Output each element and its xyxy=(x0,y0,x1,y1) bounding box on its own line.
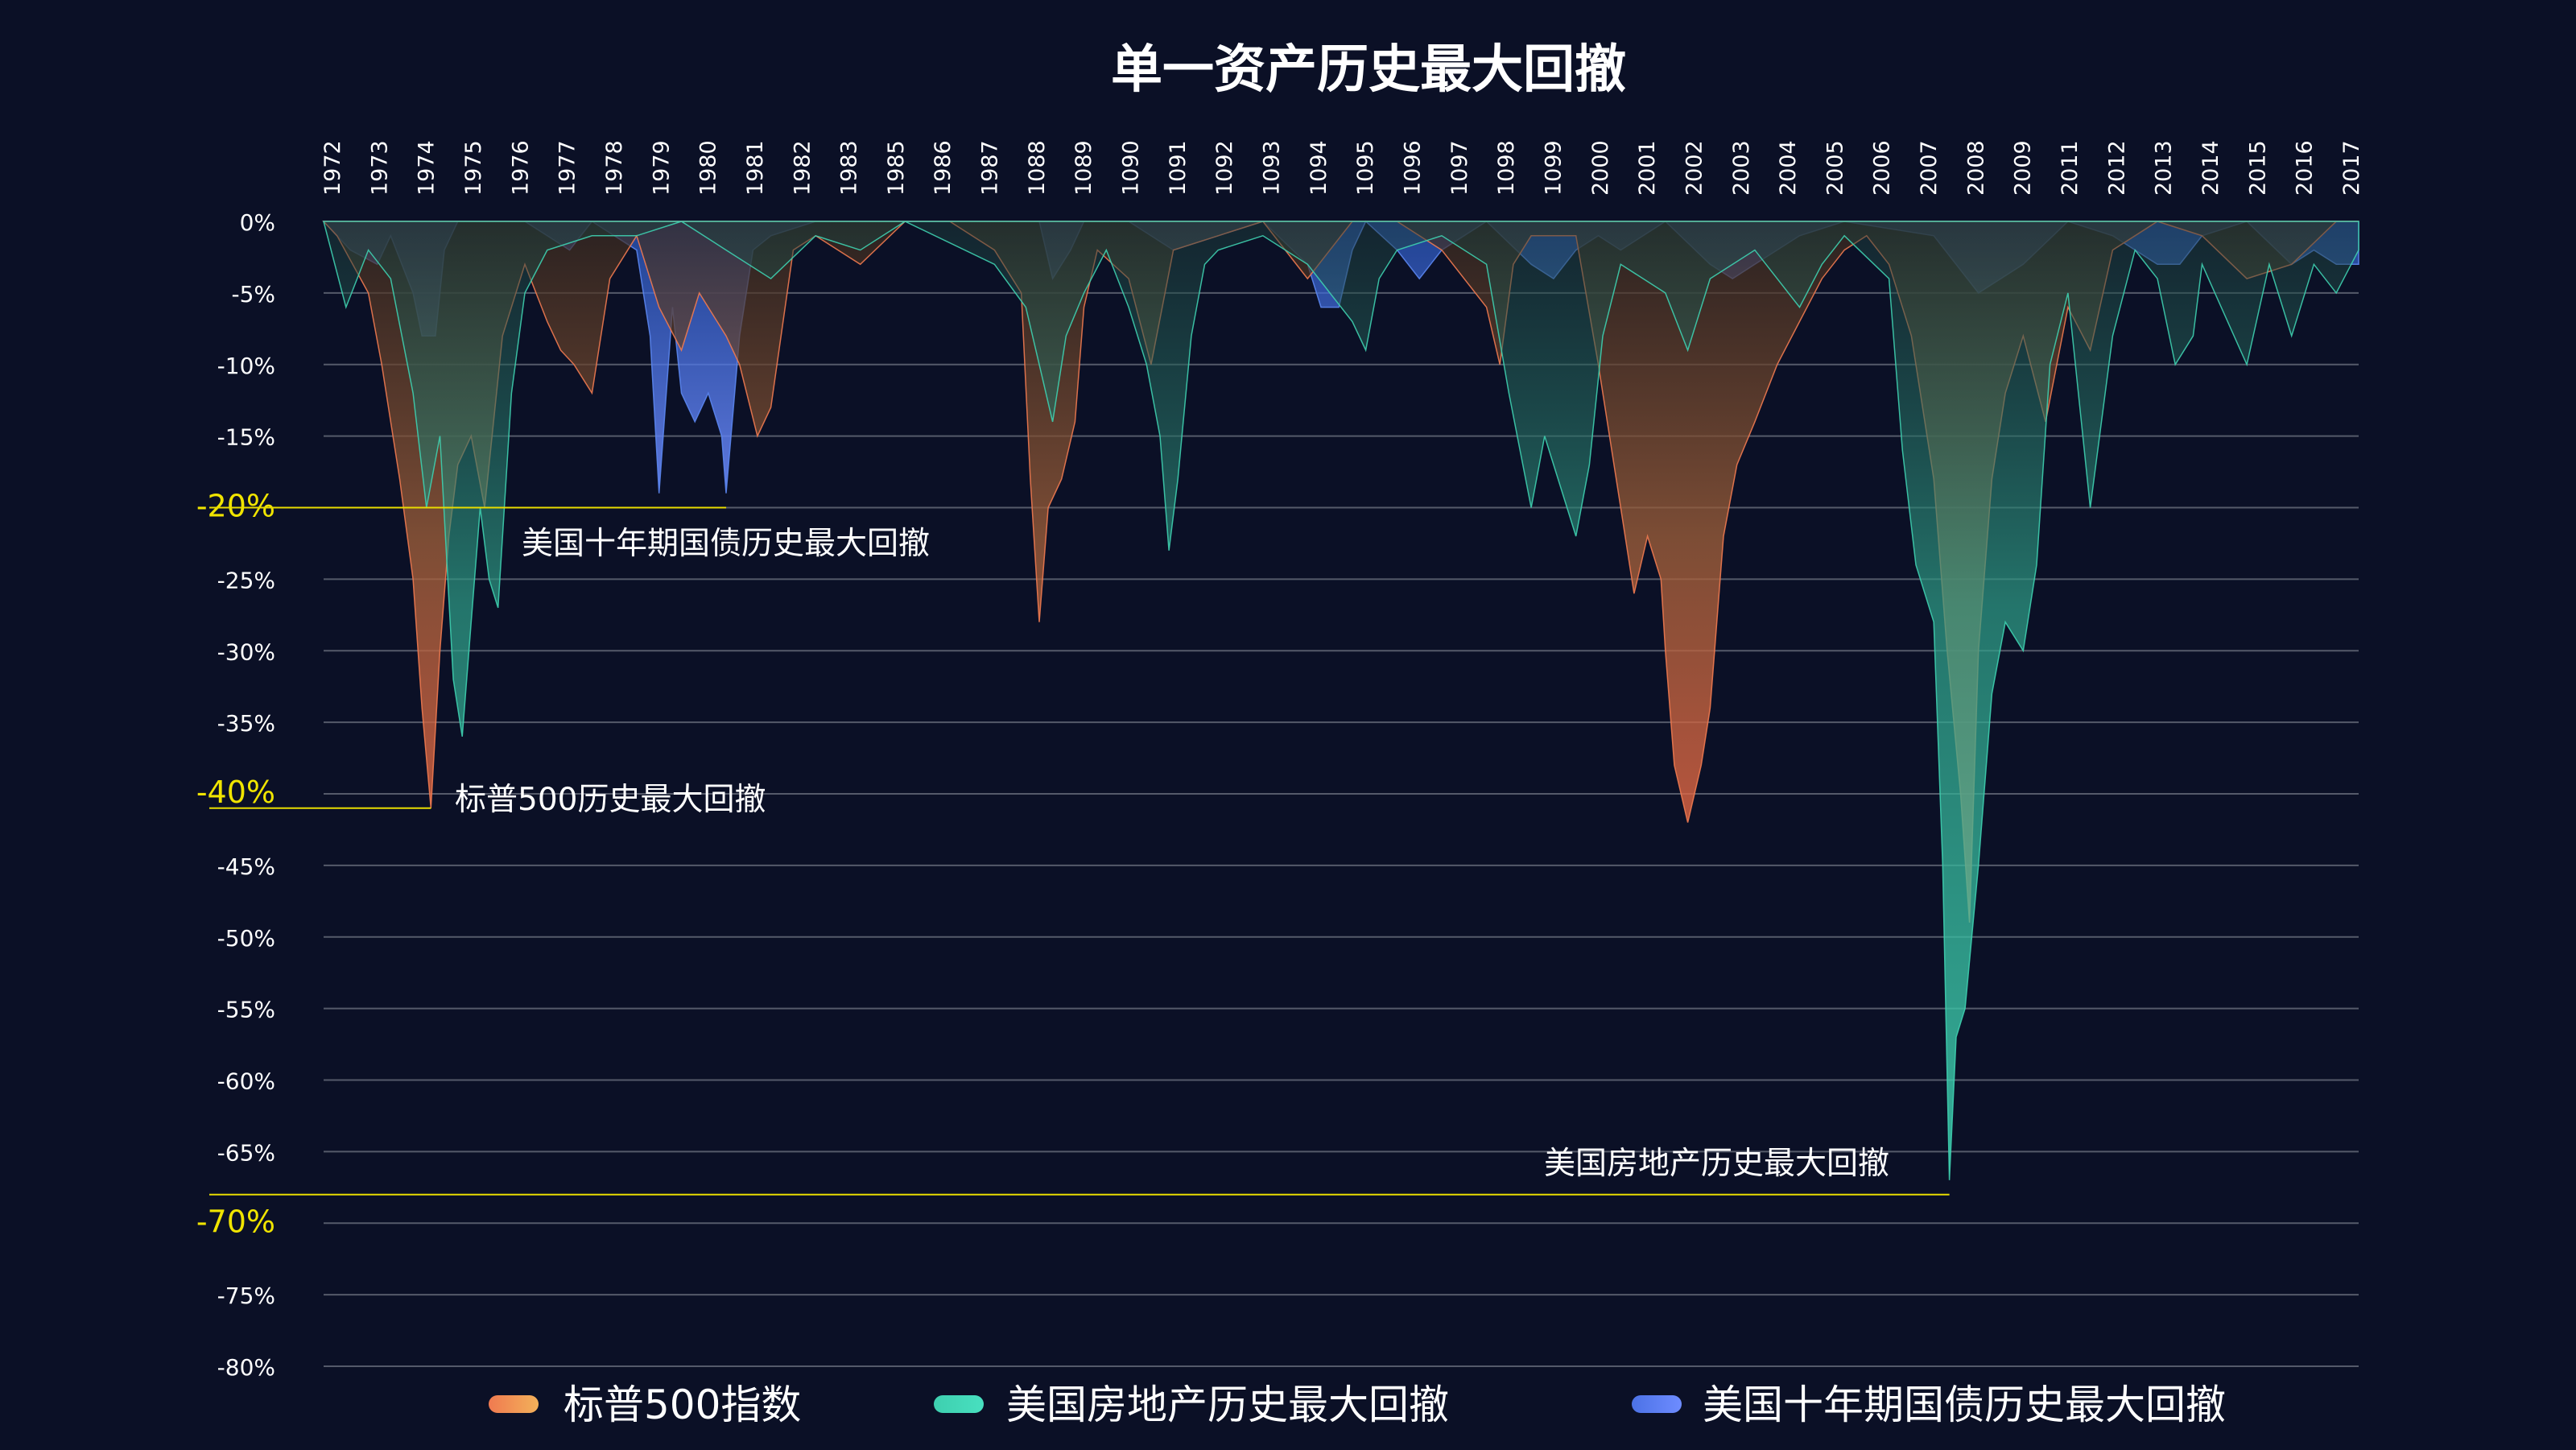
y-tick-label: -20% xyxy=(196,489,275,524)
x-tick-label: 1985 xyxy=(884,140,909,196)
y-tick-label: -30% xyxy=(217,638,275,665)
x-tick-label: 2002 xyxy=(1682,140,1707,196)
y-tick-label: -45% xyxy=(217,853,275,880)
legend-label-realestate: 美国房地产历史最大回撤 xyxy=(1006,1382,1449,1428)
x-tick-label: 2012 xyxy=(2104,140,2129,196)
legend: 标普500指数 美国房地产历史最大回撤 美国十年期国债历史最大回撤 xyxy=(489,1382,2226,1428)
series-area-realestate xyxy=(323,221,2359,1180)
legend-label-spx: 标普500指数 xyxy=(564,1382,801,1428)
x-tick-label: 2000 xyxy=(1588,140,1613,196)
x-tick-label: 2004 xyxy=(1776,140,1801,196)
legend-label-bond: 美国十年期国债历史最大回撤 xyxy=(1703,1382,2226,1428)
x-tick-label: 1089 xyxy=(1071,140,1096,196)
y-tick-label: -5% xyxy=(231,281,275,308)
y-tick-label: -25% xyxy=(217,567,275,593)
y-tick-label: -50% xyxy=(217,925,275,952)
x-tick-label: 2016 xyxy=(2293,140,2318,196)
y-tick-label: -60% xyxy=(217,1068,275,1095)
y-axis-ticks: 0% -5% -10% -15% -20% -25% -30% -35% -40% -45% -50… xyxy=(196,209,275,1381)
x-axis-ticks: 1972 1973 1974 1975 1976 1977 1978 1979 1980 1981… xyxy=(320,140,2364,196)
gridlines xyxy=(324,221,2359,1367)
x-tick-label: 2011 xyxy=(2058,140,2083,196)
legend-swatch-bond xyxy=(1632,1395,1682,1413)
x-tick-label: 1978 xyxy=(602,140,627,196)
x-tick-label: 2003 xyxy=(1729,140,1754,196)
x-tick-label: 2015 xyxy=(2245,140,2270,196)
x-tick-label: 2009 xyxy=(2011,140,2036,196)
x-tick-label: 2006 xyxy=(1870,140,1895,196)
y-tick-label: -55% xyxy=(217,997,275,1023)
y-tick-label: -15% xyxy=(217,424,275,451)
x-tick-label: 2017 xyxy=(2339,140,2364,196)
x-tick-label: 1091 xyxy=(1166,140,1191,196)
chart-title: 单一资产历史最大回撤 xyxy=(1111,40,1626,100)
legend-swatch-realestate xyxy=(934,1395,984,1413)
x-tick-label: 1982 xyxy=(790,140,815,196)
x-tick-label: 2014 xyxy=(2198,140,2223,196)
y-tick-label: -70% xyxy=(196,1204,275,1239)
x-tick-label: 1099 xyxy=(1541,140,1566,196)
x-tick-label: 1094 xyxy=(1307,140,1331,196)
x-tick-label: 2013 xyxy=(2152,140,2177,196)
series-areas xyxy=(322,220,2359,1180)
x-tick-label: 1098 xyxy=(1494,140,1519,196)
x-tick-label: 1088 xyxy=(1025,140,1050,196)
x-tick-label: 1977 xyxy=(555,140,580,196)
x-tick-label: 1976 xyxy=(508,140,533,196)
x-tick-label: 1974 xyxy=(415,140,440,196)
x-tick-label: 1986 xyxy=(931,140,956,196)
legend-item-realestate[interactable]: 美国房地产历史最大回撤 xyxy=(934,1382,1449,1428)
x-tick-label: 1983 xyxy=(837,140,862,196)
y-tick-label: 0% xyxy=(240,209,275,236)
y-tick-label: -35% xyxy=(217,710,275,737)
y-tick-label: -40% xyxy=(196,775,275,810)
y-tick-label: -75% xyxy=(217,1283,275,1309)
annotation-realestate-max-drawdown: 美国房地产历史最大回撤 xyxy=(1544,1146,1889,1182)
x-tick-label: 2001 xyxy=(1635,140,1660,196)
x-tick-label: 1979 xyxy=(649,140,674,196)
x-tick-label: 1097 xyxy=(1447,140,1472,196)
x-tick-label: 1973 xyxy=(367,140,392,196)
x-tick-label: 1987 xyxy=(978,140,1003,196)
legend-item-bond[interactable]: 美国十年期国债历史最大回撤 xyxy=(1632,1382,2226,1428)
x-tick-label: 2005 xyxy=(1823,140,1847,196)
x-tick-label: 1980 xyxy=(696,140,721,196)
x-tick-label: 2007 xyxy=(1917,140,1942,196)
reference-lines xyxy=(209,506,1950,1196)
annotation-spx-max-drawdown: 标普500历史最大回撤 xyxy=(455,782,766,818)
x-tick-label: 1093 xyxy=(1260,140,1285,196)
legend-swatch-spx xyxy=(489,1395,539,1413)
x-tick-label: 1981 xyxy=(743,140,768,196)
x-tick-label: 1090 xyxy=(1119,140,1144,196)
legend-item-spx[interactable]: 标普500指数 xyxy=(489,1382,801,1428)
x-tick-label: 1975 xyxy=(461,140,486,196)
y-tick-label: -80% xyxy=(217,1354,275,1381)
x-tick-label: 1972 xyxy=(320,140,345,196)
x-tick-label: 1095 xyxy=(1353,140,1378,196)
x-tick-label: 1092 xyxy=(1212,140,1237,196)
y-tick-label: -65% xyxy=(217,1139,275,1166)
x-tick-label: 1096 xyxy=(1400,140,1425,196)
x-tick-label: 2008 xyxy=(1963,140,1988,196)
y-tick-label: -10% xyxy=(217,353,275,379)
annotation-bond-max-drawdown: 美国十年期国债历史最大回撤 xyxy=(522,526,930,562)
